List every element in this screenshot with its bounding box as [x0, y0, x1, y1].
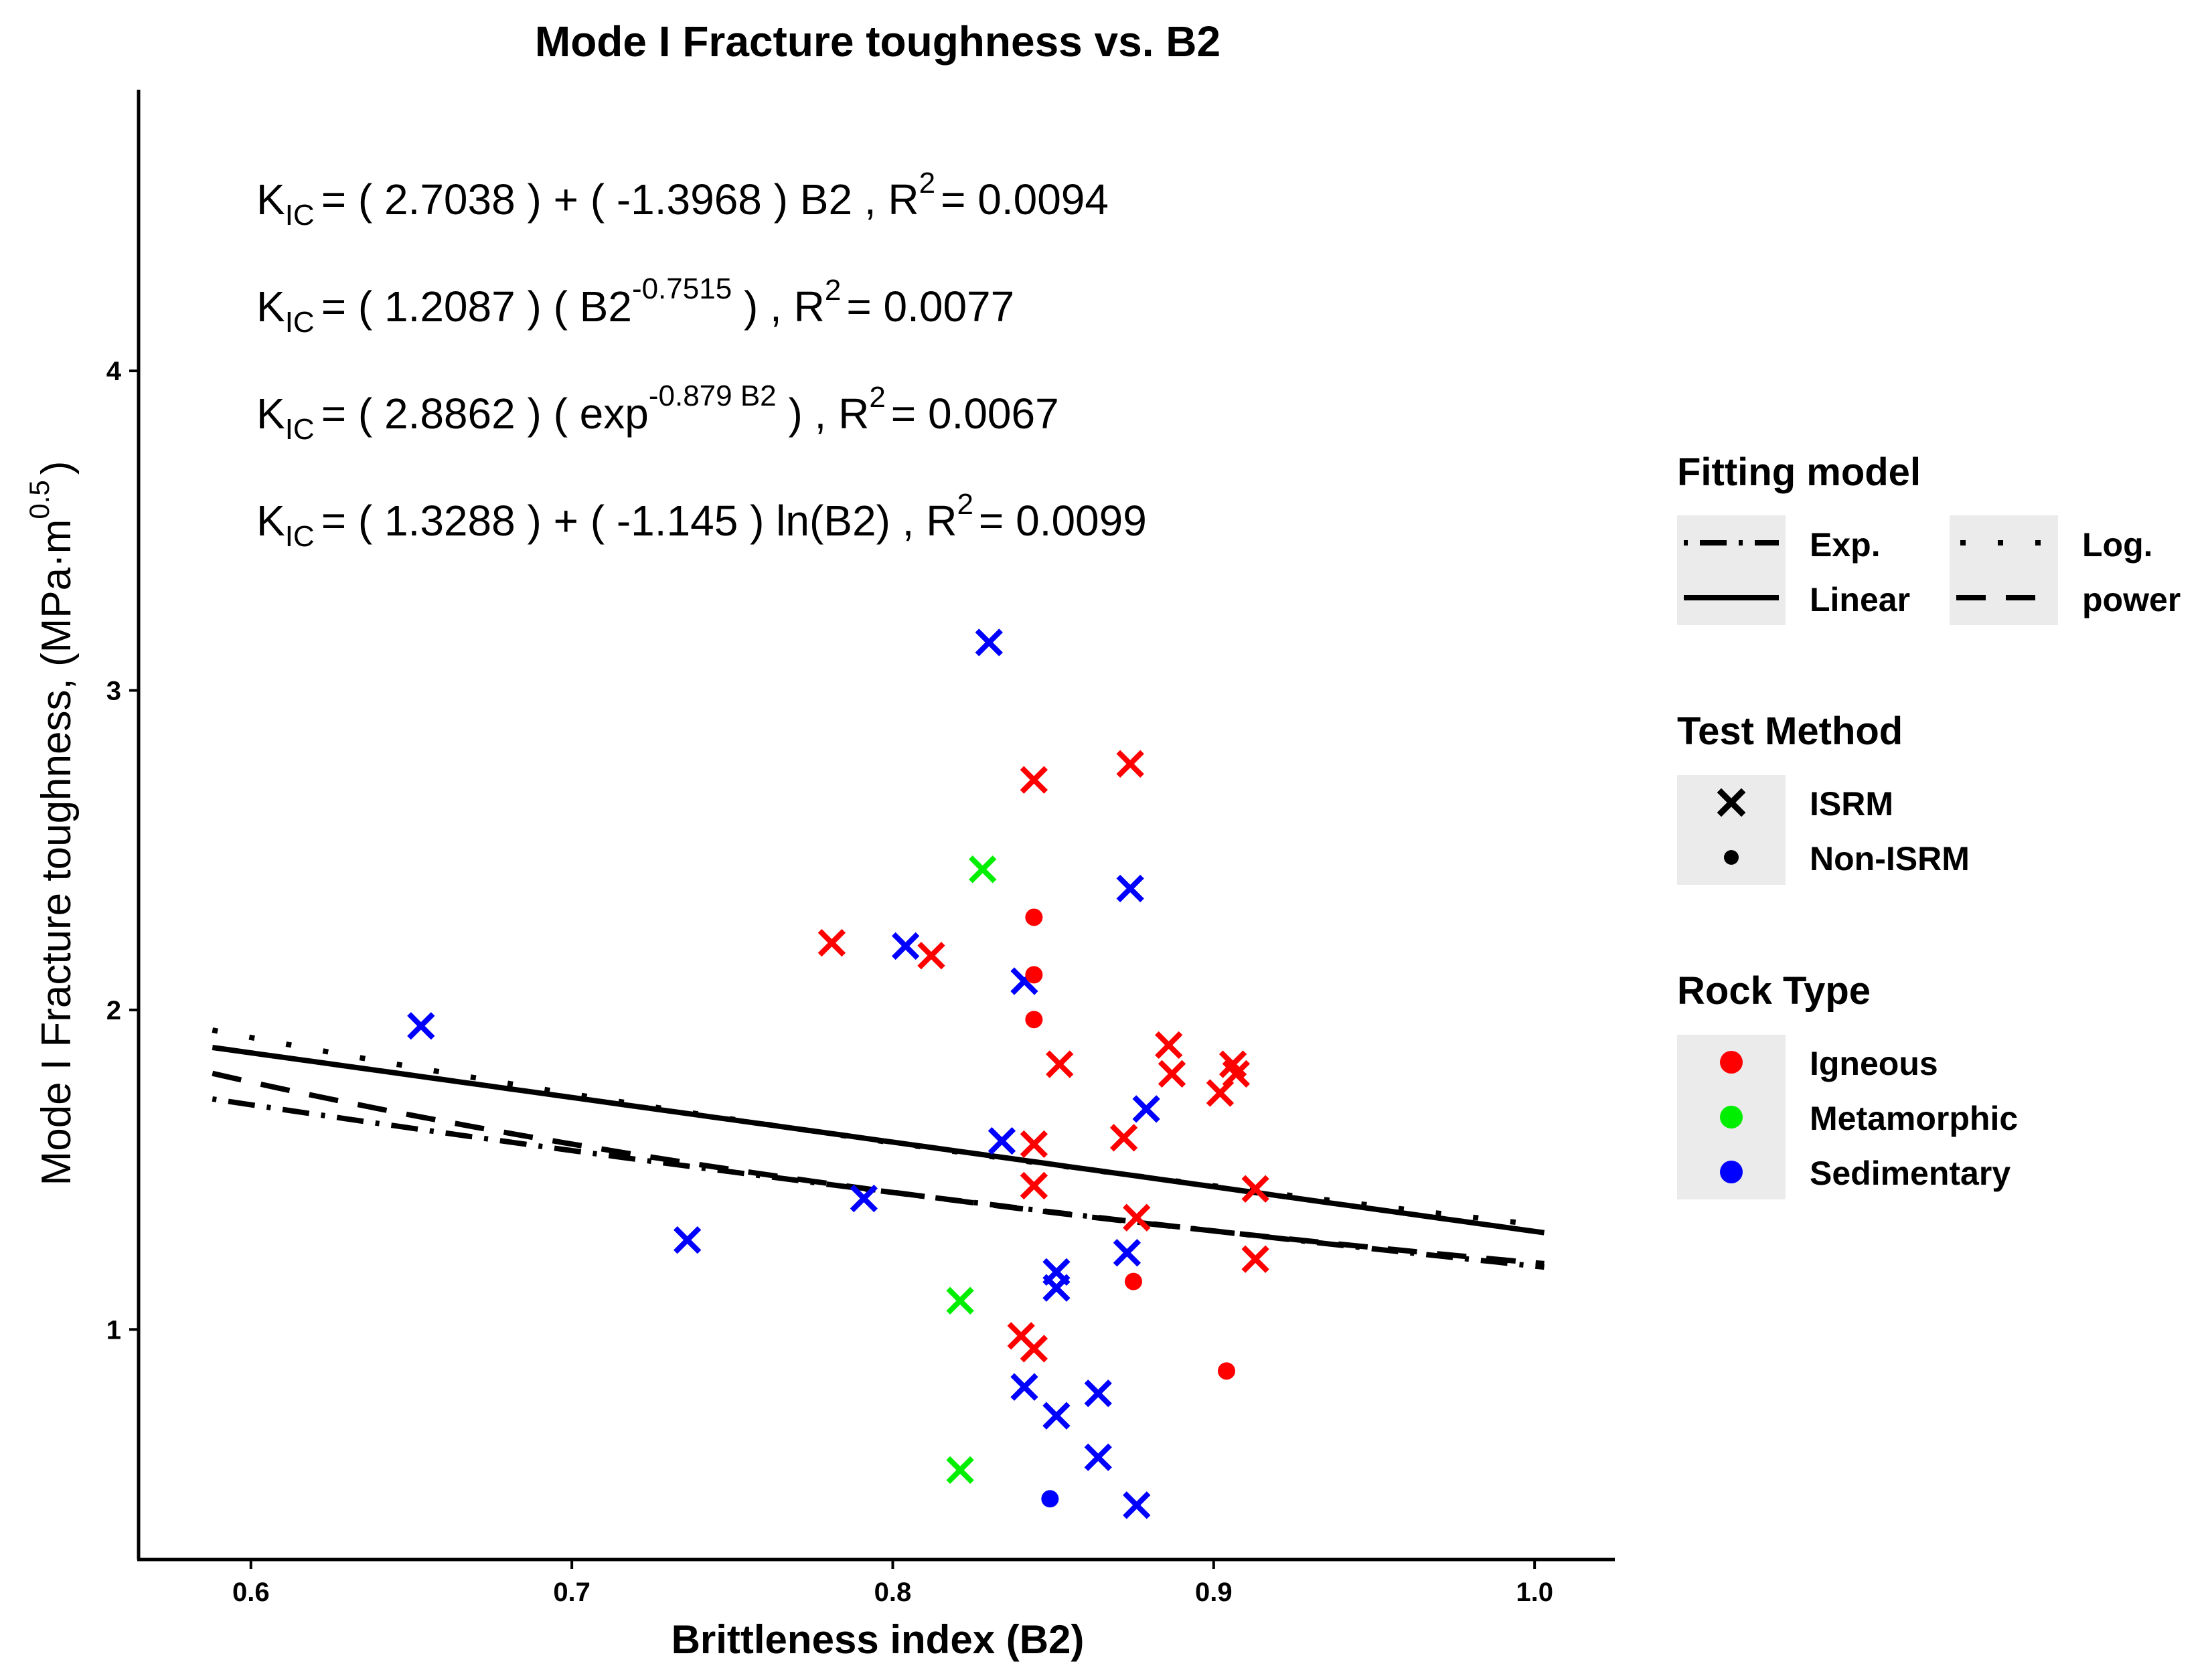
data-point-isrm	[975, 628, 1003, 657]
data-point-non-isrm	[1025, 908, 1043, 926]
equation-exp: KIC = ( 2.8862 ) ( exp-0.879 B2 ) , R2 = 0…	[256, 380, 1059, 446]
data-point-non-isrm	[1217, 1362, 1235, 1380]
data-point-non-isrm	[1041, 1490, 1059, 1508]
y-axis-label: Mode I Fracture toughness, (MPa·m0.5)	[23, 461, 80, 1186]
data-point-non-isrm	[1025, 1011, 1043, 1029]
y-axis-label-sup: 0.5	[23, 480, 55, 519]
data-point-isrm	[1123, 1203, 1151, 1232]
data-point-non-isrm	[1124, 1272, 1142, 1290]
legend-test-method: Test Method ISRM Non-ISRM	[1677, 709, 1970, 885]
legend-method-title: Test Method	[1677, 709, 1903, 753]
data-point-isrm	[1020, 1335, 1048, 1363]
data-point-isrm	[1113, 1239, 1141, 1267]
fit-line-exp	[212, 1096, 1545, 1270]
x-tick-label: 0.6	[232, 1578, 270, 1607]
legend-metamorphic-dot	[1720, 1106, 1743, 1128]
fit-line-linear	[212, 1045, 1545, 1236]
legend-label-linear: Linear	[1810, 581, 1910, 618]
legend-label-igneous: Igneous	[1810, 1045, 1938, 1082]
y-axis-label-close: )	[33, 461, 80, 475]
legend-dot-icon	[1724, 850, 1739, 865]
legend-label-sedimentary: Sedimentary	[1810, 1155, 2010, 1192]
equation-linear: KIC = ( 2.7038 ) + ( -1.3968 ) B2 , R2 = 0…	[256, 167, 1109, 232]
data-point-isrm	[1116, 750, 1144, 778]
y-tick-label: 4	[106, 357, 122, 386]
x-ticks: 0.6 0.7 0.8 0.9 1.0	[232, 1560, 1553, 1607]
data-points	[407, 628, 1269, 1519]
equation-log: KIC = ( 1.3288 ) + ( -1.145 ) ln(B2) , R2…	[256, 488, 1147, 553]
data-point-non-isrm	[1025, 966, 1043, 984]
equation-power: KIC = ( 1.2087 ) ( B2-0.7515 ) , R2 = 0.00…	[256, 272, 1014, 339]
y-tick-label: 2	[106, 996, 121, 1025]
data-point-isrm	[988, 1126, 1016, 1155]
data-point-isrm	[1132, 1095, 1160, 1123]
data-point-isrm	[817, 928, 846, 957]
legend-fitting-model: Fitting model Exp. Linear Log. power	[1677, 450, 2181, 625]
legend-label-exp: Exp.	[1810, 526, 1881, 564]
x-tick-label: 1.0	[1516, 1578, 1553, 1607]
x-tick-label: 0.9	[1195, 1578, 1233, 1607]
data-point-isrm	[891, 932, 920, 960]
legend-sedimentary-dot	[1720, 1161, 1743, 1183]
data-point-isrm	[1020, 1171, 1048, 1200]
y-ticks: 1 2 3 4	[106, 357, 139, 1345]
legend-igneous-dot	[1720, 1051, 1743, 1074]
data-point-isrm	[1042, 1402, 1071, 1430]
legend-key-log	[1950, 515, 2058, 570]
data-point-isrm	[1222, 1060, 1251, 1088]
data-point-isrm	[1020, 766, 1048, 794]
legend-label-log: Log.	[2082, 526, 2153, 564]
legend-fitting-title: Fitting model	[1677, 450, 1921, 494]
chart-title: Mode I Fracture toughness vs. B2	[535, 17, 1220, 66]
legend-label-metamorphic: Metamorphic	[1810, 1100, 2018, 1137]
x-tick-label: 0.8	[874, 1578, 912, 1607]
data-point-isrm	[1010, 1373, 1038, 1401]
legend-rock-title: Rock Type	[1677, 969, 1871, 1013]
data-point-isrm	[1020, 1130, 1048, 1159]
fit-line-power	[212, 1070, 1545, 1266]
data-point-isrm	[969, 855, 997, 884]
legend-label-power: power	[2082, 581, 2181, 618]
data-point-isrm	[1109, 1124, 1138, 1152]
data-point-isrm	[1042, 1274, 1071, 1302]
data-point-isrm	[1084, 1443, 1112, 1471]
legend-rock-type: Rock Type Igneous Metamorphic Sedimentar…	[1677, 969, 2018, 1199]
y-axis-label-main: Mode I Fracture toughness, (MPa·m	[33, 519, 80, 1186]
legend-cross-icon	[1717, 788, 1746, 817]
data-point-isrm	[1046, 1050, 1074, 1078]
equations: KIC = ( 2.7038 ) + ( -1.3968 ) B2 , R2 = 0…	[256, 167, 1147, 553]
data-point-isrm	[850, 1184, 878, 1213]
data-point-isrm	[946, 1286, 974, 1315]
data-point-isrm	[1084, 1379, 1112, 1408]
data-point-isrm	[917, 942, 945, 970]
fit-lines	[212, 1027, 1545, 1270]
legend-label-non-isrm: Non-ISRM	[1810, 840, 1970, 877]
y-tick-label: 3	[106, 676, 121, 705]
x-axis-label: Brittleness index (B2)	[672, 1617, 1085, 1662]
data-point-isrm	[1158, 1060, 1186, 1088]
data-point-isrm	[946, 1456, 974, 1484]
data-point-isrm	[1116, 874, 1144, 903]
data-point-isrm	[407, 1012, 435, 1040]
data-point-isrm	[1241, 1245, 1269, 1273]
legend-label-isrm: ISRM	[1810, 785, 1893, 823]
data-point-isrm	[1123, 1491, 1151, 1519]
data-point-isrm	[1155, 1031, 1183, 1060]
data-point-isrm	[1241, 1175, 1269, 1203]
x-tick-label: 0.7	[553, 1578, 590, 1607]
data-point-isrm	[674, 1226, 702, 1254]
y-tick-label: 1	[106, 1315, 121, 1345]
